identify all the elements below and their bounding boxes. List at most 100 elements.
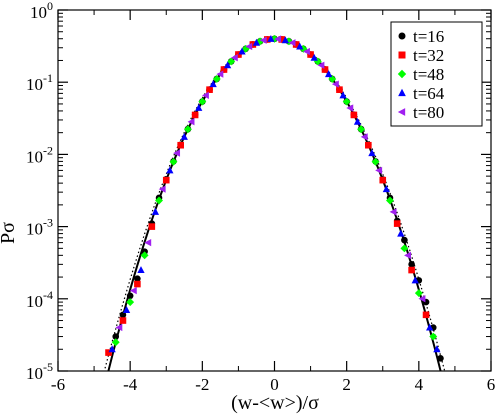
y-axis-title: Pσ (0, 222, 19, 244)
data-point (245, 42, 253, 51)
legend-label: t=64 (413, 84, 445, 103)
data-point (411, 276, 419, 284)
data-point (105, 349, 112, 356)
data-point (198, 97, 207, 106)
data-point (183, 125, 192, 134)
data-point (426, 323, 434, 331)
data-point (151, 207, 160, 215)
series-t=32 (105, 36, 430, 356)
data-point (126, 292, 134, 300)
data-point (393, 220, 401, 227)
data-point (173, 149, 181, 157)
x-tick-label: -2 (195, 375, 209, 394)
data-point (281, 36, 289, 44)
data-point (119, 317, 127, 324)
data-point (108, 345, 116, 353)
data-point (134, 275, 141, 282)
data-point (252, 38, 261, 46)
x-tick-label: -6 (51, 375, 65, 394)
data-point (148, 223, 156, 230)
data-point (408, 266, 415, 274)
data-point (317, 61, 325, 69)
data-point (375, 166, 383, 175)
data-point (414, 289, 423, 298)
y-tick-label: 10-3 (26, 216, 53, 239)
data-point (259, 36, 267, 44)
data-point (235, 51, 242, 58)
legend-marker (397, 108, 406, 116)
data-point (177, 141, 184, 149)
data-point (353, 117, 362, 125)
data-point (191, 111, 199, 119)
data-point (401, 236, 408, 244)
data-point (216, 70, 224, 78)
data-point (206, 86, 213, 93)
data-point (140, 251, 149, 260)
data-point (371, 157, 380, 166)
data-point (158, 185, 166, 193)
data-point (339, 91, 347, 99)
data-point (144, 238, 152, 247)
data-point (422, 311, 430, 319)
legend-label: t=32 (413, 46, 444, 65)
legend: t=16t=32t=48t=64t=80 (390, 21, 483, 127)
data-point (267, 35, 275, 42)
data-point (187, 118, 195, 126)
data-point (263, 36, 271, 43)
data-point (274, 35, 282, 43)
data-point (292, 41, 300, 48)
data-point (336, 86, 343, 93)
data-point (180, 132, 188, 140)
data-point (115, 323, 123, 332)
data-point (112, 333, 120, 340)
data-point (418, 295, 426, 303)
data-point (288, 39, 296, 47)
data-point (278, 36, 286, 43)
data-point (433, 345, 441, 353)
y-tick-label: 10-4 (26, 288, 53, 311)
x-axis-title: (w-<w>)/σ (231, 392, 319, 414)
legend-marker (398, 32, 406, 40)
data-point (350, 111, 358, 119)
y-tick-label: 100 (30, 0, 53, 22)
data-point (342, 97, 351, 106)
legend-marker (398, 88, 406, 97)
y-tick-label: 10-2 (26, 143, 53, 166)
data-point (162, 176, 170, 184)
data-point (397, 229, 405, 237)
data-point (360, 133, 368, 141)
data-point (238, 47, 246, 55)
data-point (195, 103, 203, 111)
data-point (212, 74, 221, 83)
data-point (299, 44, 308, 53)
y-tick-label: 10-5 (26, 360, 53, 383)
data-point (307, 51, 314, 58)
data-point (129, 286, 137, 295)
data-point (111, 338, 120, 347)
data-point (134, 280, 141, 288)
data-point (357, 125, 366, 134)
data-point (166, 166, 174, 174)
data-point (321, 66, 329, 73)
data-point (126, 298, 135, 307)
plot-area (103, 34, 446, 371)
x-tick-label: -4 (123, 375, 138, 394)
data-point (331, 80, 339, 88)
legend-label: t=80 (413, 103, 444, 122)
legend-label: t=16 (413, 27, 444, 46)
data-point (122, 306, 131, 313)
data-point (209, 80, 217, 88)
data-point (346, 104, 354, 112)
data-point (201, 91, 209, 100)
series-t=64 (108, 35, 441, 353)
data-point (303, 47, 310, 56)
legend-marker (397, 69, 407, 79)
data-point (119, 311, 127, 319)
data-point (296, 42, 304, 50)
data-point (382, 185, 390, 193)
data-point (155, 196, 163, 205)
data-point (389, 208, 397, 216)
x-tick-label: 0 (270, 375, 279, 394)
data-point (437, 354, 444, 362)
